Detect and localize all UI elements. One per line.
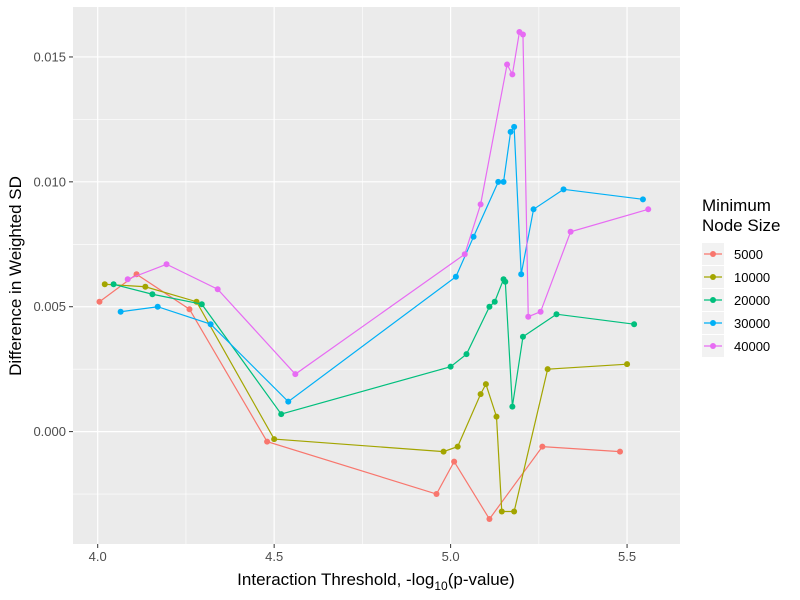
data-point-20000 — [149, 291, 156, 298]
y-tick-label: 0.005 — [33, 299, 66, 314]
data-point-20000 — [486, 303, 493, 310]
legend-key-point-5000 — [710, 251, 716, 257]
legend-key-point-40000 — [710, 343, 716, 349]
data-point-20000 — [631, 321, 638, 328]
grid-major — [73, 7, 680, 544]
data-point-20000 — [110, 281, 117, 288]
data-point-30000 — [518, 271, 525, 278]
data-point-10000 — [454, 443, 461, 450]
x-axis-title-tail: (p-value) — [448, 570, 515, 589]
data-point-40000 — [525, 313, 532, 320]
data-point-40000 — [214, 286, 221, 293]
data-point-20000 — [447, 363, 454, 370]
data-point-20000 — [502, 278, 509, 285]
y-tick-label: 0.015 — [33, 49, 66, 64]
data-point-20000 — [519, 333, 526, 340]
data-point-10000 — [624, 361, 631, 368]
data-point-5000 — [486, 516, 493, 523]
legend-key-point-10000 — [710, 274, 716, 280]
data-point-10000 — [477, 391, 484, 398]
data-point-30000 — [117, 308, 124, 315]
data-point-10000 — [271, 436, 278, 443]
x-axis-title-subscript: 10 — [434, 579, 448, 593]
data-point-30000 — [470, 233, 477, 240]
legend-key-point-30000 — [710, 320, 716, 326]
legend-label-30000: 30000 — [734, 316, 770, 331]
data-point-20000 — [463, 351, 470, 358]
data-point-30000 — [530, 206, 537, 213]
legend-keys: 5000 10000 20000 30000 40000 — [702, 243, 770, 357]
legend-key-point-20000 — [710, 297, 716, 303]
data-point-20000 — [509, 403, 516, 410]
data-point-40000 — [537, 308, 544, 315]
data-point-20000 — [553, 311, 560, 318]
data-point-40000 — [645, 206, 652, 213]
data-point-30000 — [285, 398, 292, 405]
x-tick-label: 5.5 — [618, 549, 636, 564]
data-point-20000 — [491, 298, 498, 305]
data-point-5000 — [451, 458, 458, 465]
data-point-20000 — [198, 301, 205, 308]
data-point-40000 — [504, 61, 511, 68]
y-tick-label: 0.000 — [33, 424, 66, 439]
data-point-30000 — [495, 178, 502, 185]
data-point-30000 — [511, 123, 518, 130]
plot-panel — [73, 7, 680, 544]
x-axis: 4.0 4.5 5.0 5.5 — [89, 544, 636, 564]
data-point-5000 — [96, 298, 103, 305]
data-point-5000 — [617, 448, 624, 455]
x-axis-title: Interaction Threshold, -log10(p-value) — [237, 570, 515, 593]
data-point-40000 — [292, 371, 299, 378]
data-point-10000 — [101, 281, 108, 288]
legend-label-20000: 20000 — [734, 293, 770, 308]
data-point-30000 — [154, 303, 161, 310]
legend-label-5000: 5000 — [734, 247, 763, 262]
data-point-20000 — [278, 411, 285, 418]
data-point-10000 — [142, 283, 149, 290]
y-axis: 0.000 0.005 0.010 0.015 — [33, 49, 73, 439]
x-tick-label: 5.0 — [442, 549, 460, 564]
series-layer — [96, 28, 652, 523]
data-point-30000 — [207, 321, 214, 328]
x-axis-title-main: Interaction Threshold, -log — [237, 570, 434, 589]
data-point-5000 — [264, 438, 271, 445]
data-point-10000 — [544, 366, 551, 373]
data-point-10000 — [511, 508, 518, 515]
y-axis-title: Difference in Weighted SD — [6, 176, 25, 376]
legend-label-40000: 40000 — [734, 339, 770, 354]
data-point-40000 — [509, 71, 516, 78]
data-point-10000 — [482, 381, 489, 388]
data-point-5000 — [186, 306, 193, 313]
y-tick-label: 0.010 — [33, 174, 66, 189]
data-point-5000 — [539, 443, 546, 450]
data-point-5000 — [433, 491, 440, 498]
data-point-40000 — [124, 276, 131, 283]
data-point-10000 — [493, 413, 500, 420]
grid-minor — [73, 7, 680, 544]
legend-title-line2: Node Size — [702, 216, 780, 235]
data-point-40000 — [519, 31, 526, 38]
data-point-30000 — [560, 186, 567, 193]
x-tick-label: 4.0 — [89, 549, 107, 564]
data-point-10000 — [440, 448, 447, 455]
legend-title-line1: Minimum — [702, 196, 771, 215]
data-point-40000 — [477, 201, 484, 208]
data-point-40000 — [567, 228, 574, 235]
series-line-20000 — [113, 277, 635, 415]
data-point-30000 — [507, 128, 514, 135]
data-point-40000 — [461, 251, 468, 258]
data-point-10000 — [498, 508, 505, 515]
data-point-30000 — [639, 196, 646, 203]
data-point-30000 — [500, 178, 507, 185]
data-point-30000 — [452, 273, 459, 280]
x-tick-label: 4.5 — [265, 549, 283, 564]
legend: Minimum Node Size 5000 10000 20000 30000 400… — [702, 196, 780, 357]
legend-label-10000: 10000 — [734, 270, 770, 285]
data-point-40000 — [163, 261, 170, 268]
